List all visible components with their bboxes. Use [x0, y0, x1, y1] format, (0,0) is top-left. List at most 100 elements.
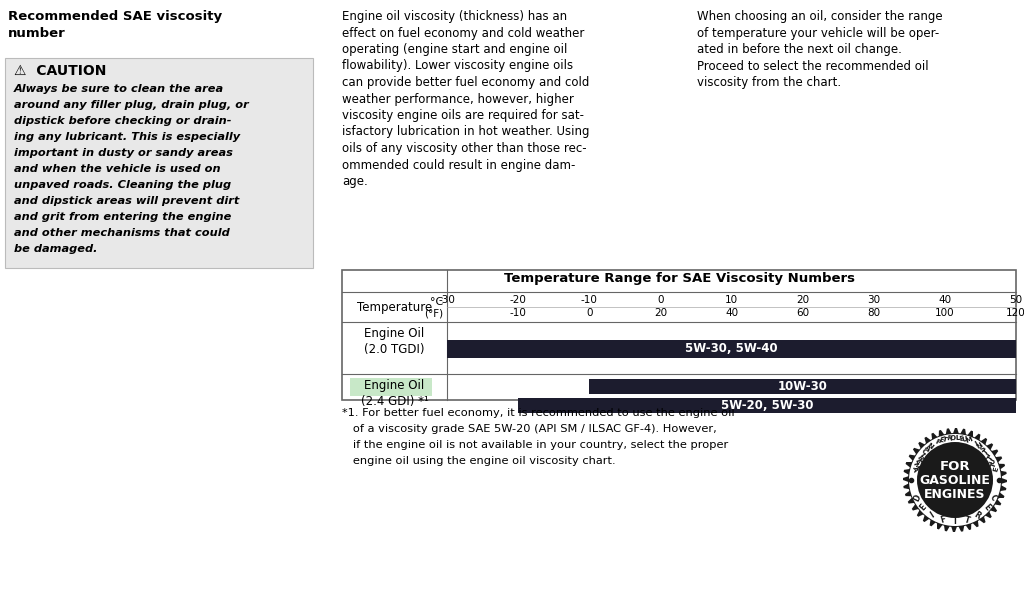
Text: weather performance, however, higher: weather performance, however, higher: [342, 93, 573, 106]
Text: E: E: [981, 503, 991, 513]
Text: if the engine oil is not available in your country, select the proper: if the engine oil is not available in yo…: [342, 440, 728, 450]
Text: and when the vehicle is used on: and when the vehicle is used on: [14, 164, 220, 174]
Text: 5W-30, 5W-40: 5W-30, 5W-40: [685, 343, 778, 356]
Text: A: A: [910, 466, 919, 473]
Text: -20: -20: [510, 295, 526, 305]
Text: be damaged.: be damaged.: [14, 244, 97, 254]
Text: P: P: [934, 438, 941, 445]
Text: Temperature: Temperature: [357, 300, 432, 313]
Text: -10: -10: [510, 308, 526, 318]
Text: around any filler plug, drain plug, or: around any filler plug, drain plug, or: [14, 100, 249, 110]
Text: ommended could result in engine dam-: ommended could result in engine dam-: [342, 159, 575, 172]
Text: T: T: [982, 448, 990, 455]
Circle shape: [918, 442, 993, 518]
Text: Temperature Range for SAE Viscosity Numbers: Temperature Range for SAE Viscosity Numb…: [504, 272, 854, 285]
Text: N: N: [926, 442, 934, 450]
Text: 5W-20, 5W-30: 5W-20, 5W-30: [721, 399, 813, 412]
Text: N: N: [976, 442, 984, 450]
Text: 30: 30: [867, 295, 881, 305]
Text: important in dusty or sandy areas: important in dusty or sandy areas: [14, 148, 232, 158]
Text: 100: 100: [935, 308, 954, 318]
Text: operating (engine start and engine oil: operating (engine start and engine oil: [342, 43, 567, 56]
Text: FOR: FOR: [940, 460, 971, 473]
Text: L: L: [954, 435, 959, 441]
Text: E: E: [958, 435, 964, 442]
Text: can provide better fuel economy and cold: can provide better fuel economy and cold: [342, 76, 590, 89]
Text: oils of any viscosity other than those rec-: oils of any viscosity other than those r…: [342, 142, 587, 155]
Text: U: U: [962, 435, 969, 443]
Text: M: M: [911, 461, 920, 470]
Text: ENGINES: ENGINES: [925, 487, 986, 500]
Text: R: R: [946, 435, 952, 442]
Text: E: E: [992, 466, 999, 472]
Text: 10W-30: 10W-30: [777, 380, 827, 393]
Bar: [518, 398, 1016, 413]
Text: Proceed to select the recommended oil: Proceed to select the recommended oil: [697, 60, 929, 73]
Text: 20: 20: [796, 295, 809, 305]
Text: A: A: [923, 445, 931, 453]
Text: effect on fuel economy and cold weather: effect on fuel economy and cold weather: [342, 27, 585, 40]
Text: (°F): (°F): [424, 309, 443, 319]
Text: C: C: [988, 493, 998, 502]
Text: I: I: [929, 511, 936, 520]
Text: (2.0 TGDI): (2.0 TGDI): [365, 343, 425, 356]
Text: ing any lubricant. This is especially: ing any lubricant. This is especially: [14, 132, 240, 142]
Text: 80: 80: [867, 308, 881, 318]
Text: isfactory lubrication in hot weather. Using: isfactory lubrication in hot weather. Us…: [342, 126, 590, 139]
Text: Engine Oil: Engine Oil: [365, 327, 425, 340]
Text: D: D: [911, 493, 923, 503]
Text: Recommended SAE viscosity
number: Recommended SAE viscosity number: [8, 10, 222, 40]
Text: ated in before the next oil change.: ated in before the next oil change.: [697, 43, 902, 56]
Text: T: T: [963, 515, 971, 525]
Text: of temperature your vehicle will be oper-: of temperature your vehicle will be oper…: [697, 27, 939, 40]
Bar: [447, 340, 1016, 358]
Text: 40: 40: [725, 308, 738, 318]
Bar: [5, 58, 313, 268]
Text: O: O: [950, 435, 956, 441]
Text: 50: 50: [1010, 295, 1023, 305]
Text: U: U: [989, 458, 996, 466]
Text: 120: 120: [1007, 308, 1024, 318]
Text: I: I: [953, 517, 956, 526]
Text: and grit from entering the engine: and grit from entering the engine: [14, 212, 231, 222]
Text: I: I: [974, 441, 979, 447]
Text: dipstick before checking or drain-: dipstick before checking or drain-: [14, 116, 231, 126]
Text: age.: age.: [342, 175, 368, 188]
Text: M: M: [965, 437, 973, 444]
Text: Engine Oil: Engine Oil: [365, 379, 425, 392]
Text: 40: 40: [938, 295, 951, 305]
Text: E: E: [913, 458, 921, 465]
Text: and other mechanisms that could: and other mechanisms that could: [14, 228, 229, 238]
Text: 0: 0: [657, 295, 664, 305]
Text: viscosity from the chart.: viscosity from the chart.: [697, 76, 841, 89]
Text: viscosity engine oils are required for sat-: viscosity engine oils are required for s…: [342, 109, 584, 122]
Bar: [350, 378, 432, 396]
Text: 10: 10: [725, 295, 738, 305]
Text: Engine oil viscosity (thickness) has an: Engine oil viscosity (thickness) has an: [342, 10, 567, 23]
Text: 60: 60: [796, 308, 809, 318]
Text: T: T: [990, 462, 998, 468]
Text: When choosing an oil, consider the range: When choosing an oil, consider the range: [697, 10, 943, 23]
Text: ⚠  CAUTION: ⚠ CAUTION: [14, 64, 106, 78]
Polygon shape: [903, 428, 1007, 532]
Text: C: C: [921, 448, 928, 455]
Text: -30: -30: [438, 295, 456, 305]
Text: unpaved roads. Cleaning the plug: unpaved roads. Cleaning the plug: [14, 180, 231, 190]
Text: I: I: [985, 452, 991, 457]
Text: E: E: [938, 437, 944, 444]
Text: of a viscosity grade SAE 5W-20 (API SM / ILSAC GF-4). However,: of a viscosity grade SAE 5W-20 (API SM /…: [342, 424, 717, 434]
Text: Always be sure to clean the area: Always be sure to clean the area: [14, 84, 224, 94]
Text: E: E: [919, 503, 929, 513]
Text: T: T: [987, 454, 994, 461]
Text: T: T: [942, 436, 948, 442]
Text: (2.4 GDI) *¹: (2.4 GDI) *¹: [360, 395, 428, 408]
Text: 0: 0: [586, 308, 593, 318]
Text: GASOLINE: GASOLINE: [920, 474, 990, 487]
Text: S: S: [979, 445, 987, 453]
Text: engine oil using the engine oil viscosity chart.: engine oil using the engine oil viscosit…: [342, 456, 615, 466]
Text: flowability). Lower viscosity engine oils: flowability). Lower viscosity engine oil…: [342, 60, 573, 73]
Text: *1. For better fuel economy, it is recommended to use the engine oil: *1. For better fuel economy, it is recom…: [342, 408, 734, 418]
Bar: [342, 270, 1016, 400]
Bar: [589, 379, 1016, 394]
Text: R: R: [973, 510, 982, 521]
